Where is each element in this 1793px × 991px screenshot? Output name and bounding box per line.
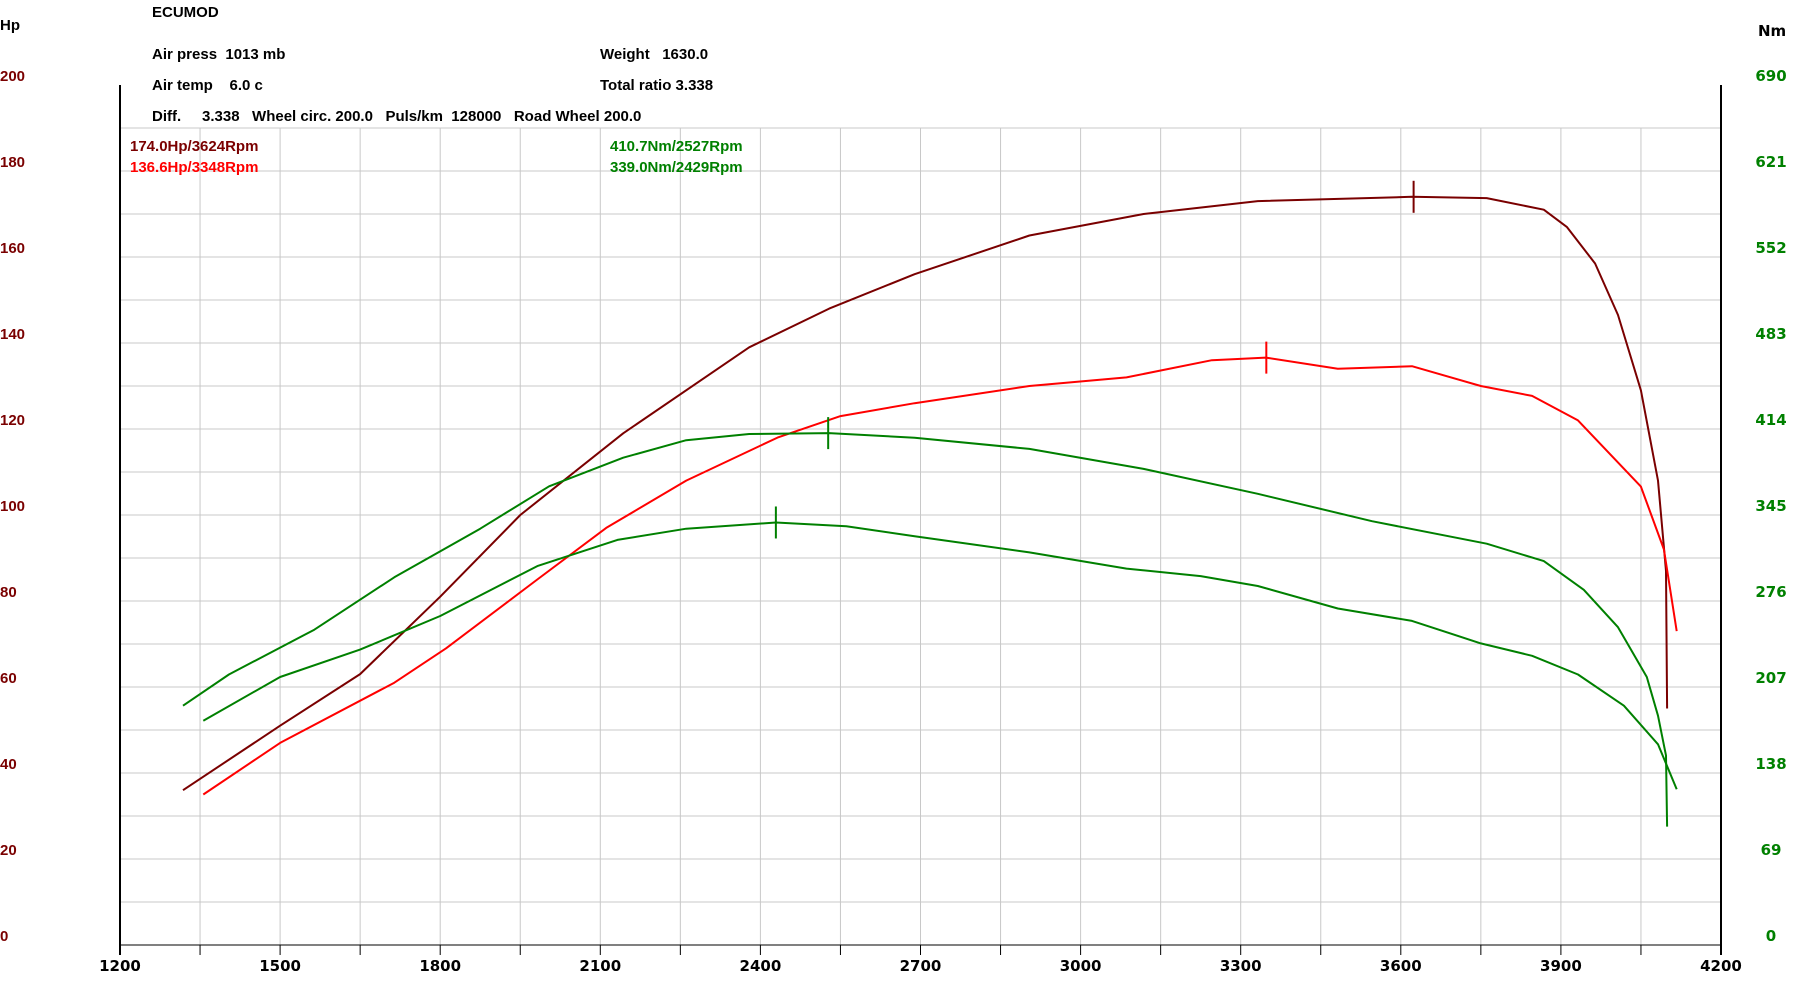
y-right-tick-label: 552: [1755, 239, 1786, 257]
series-line-torque1: [182, 432, 1669, 827]
x-tick-label: 1500: [259, 957, 301, 975]
y-left-tick-label: 40: [0, 756, 17, 773]
x-tick-label: 2400: [740, 957, 782, 975]
peak-label-power1: 174.0Hp/3624Rpm: [130, 138, 258, 155]
y-left-tick-label: 100: [0, 498, 25, 515]
y-right-tick-label: 483: [1755, 325, 1786, 343]
y-right-tick-label: 0: [1766, 927, 1776, 945]
y-right-tick-label: 690: [1755, 67, 1786, 85]
y-left-tick-label: 80: [0, 584, 17, 601]
x-tick-label: 3600: [1380, 957, 1422, 975]
y-left-tick-label: 0: [0, 928, 8, 945]
y-right-tick-label: 138: [1755, 755, 1786, 773]
x-tick-label: 1800: [419, 957, 461, 975]
y-left-tick-label: 200: [0, 68, 25, 85]
x-tick-label: 3000: [1060, 957, 1102, 975]
series-line-torque2: [202, 521, 1678, 790]
air-temp: Air temp 6.0 c: [152, 77, 263, 94]
series-line-power2: [202, 356, 1678, 796]
x-tick-label: 2100: [579, 957, 621, 975]
y-right-tick-label: 621: [1755, 153, 1786, 171]
axis-labels: 1200 1500 1800 2100 2400 2700 3000 3300 3600 3900…: [0, 67, 1787, 975]
y-left-tick-label: 20: [0, 842, 17, 859]
y-right-tick-label: 69: [1761, 841, 1782, 859]
x-tick-label: 3900: [1540, 957, 1582, 975]
app-title: ECUMOD: [152, 4, 219, 21]
peak-label-torque1: 410.7Nm/2527Rpm: [610, 138, 743, 155]
y-right-tick-label: 345: [1755, 497, 1786, 515]
y-left-tick-label: 60: [0, 670, 17, 687]
series-lines: [182, 180, 1678, 827]
y-left-tick-label: 180: [0, 154, 25, 171]
series-line-power1: [182, 195, 1669, 792]
y-left-tick-label: 120: [0, 412, 25, 429]
y-right-tick-label: 276: [1755, 583, 1786, 601]
total-ratio: Total ratio 3.338: [600, 77, 713, 94]
air-press: Air press 1013 mb: [152, 46, 285, 63]
y-left-tick-label: 140: [0, 326, 25, 343]
axes: [119, 85, 1722, 955]
peak-label-power2: 136.6Hp/3348Rpm: [130, 159, 258, 176]
diff-line: Diff. 3.338 Wheel circ. 200.0 Puls/km 12…: [152, 108, 641, 125]
x-tick-label: 2700: [900, 957, 942, 975]
peak-label-torque2: 339.0Nm/2429Rpm: [610, 159, 743, 176]
y-left-title: Hp: [0, 17, 20, 34]
y-right-tick-label: 414: [1755, 411, 1786, 429]
x-tick-label: 3300: [1220, 957, 1262, 975]
y-right-title: Nm: [1758, 22, 1786, 40]
y-left-tick-label: 160: [0, 240, 25, 257]
x-tick-label: 4200: [1700, 957, 1742, 975]
y-right-tick-label: 207: [1755, 669, 1786, 687]
weight: Weight 1630.0: [600, 46, 708, 63]
x-tick-label: 1200: [99, 957, 141, 975]
